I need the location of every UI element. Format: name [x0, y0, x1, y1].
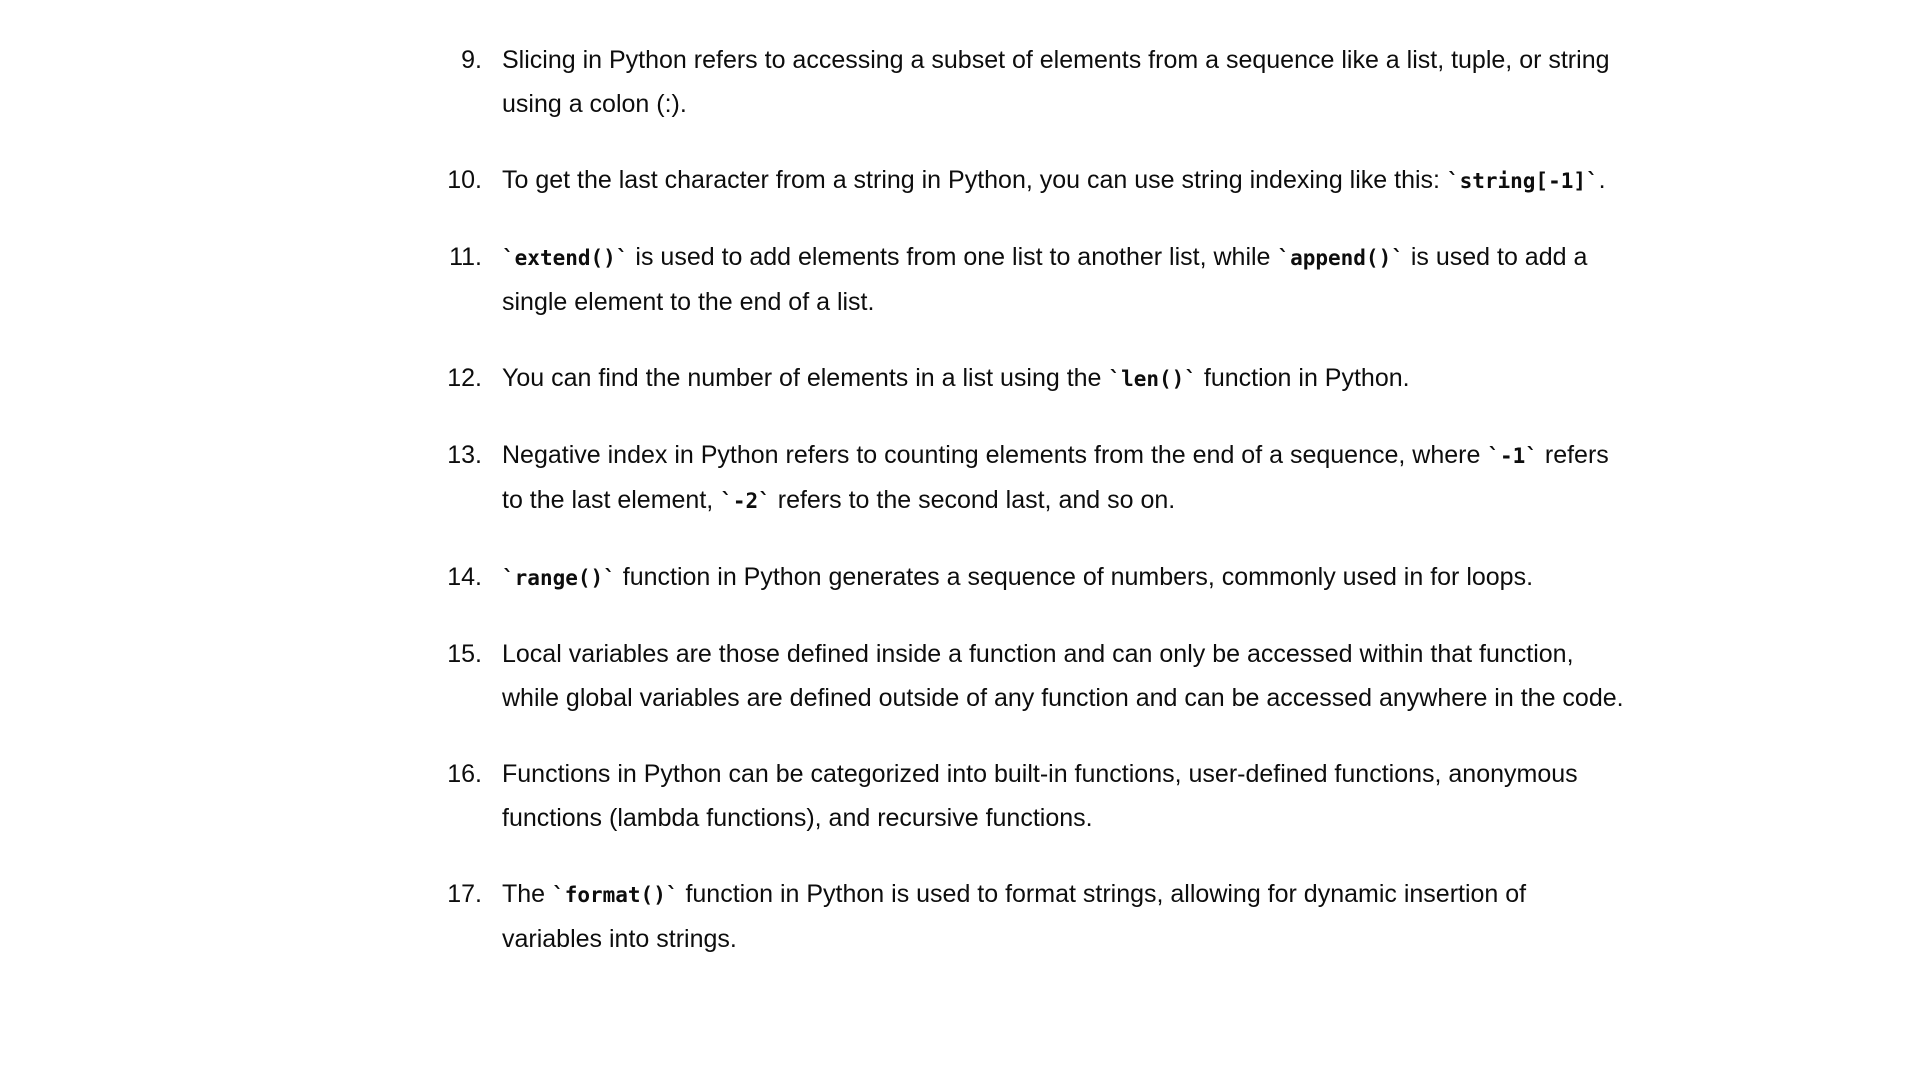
list-number: 14.: [447, 563, 482, 591]
list-text: Negative index in Python refers to count…: [502, 433, 1630, 523]
answer-list: 9. Slicing in Python refers to accessing…: [420, 38, 1630, 993]
inline-code: range(): [514, 566, 604, 590]
text-run: function in Python is used to format str…: [502, 880, 1527, 953]
text-run: To get the last character from a string …: [502, 166, 1447, 194]
code-backtick: `: [1277, 246, 1291, 270]
text-run: refers to the second last, and so on.: [770, 486, 1176, 514]
code-backtick: `: [1446, 169, 1460, 193]
list-item: 11. `extend()` is used to add elements f…: [420, 235, 1630, 324]
list-item: 17. The `format()` function in Python is…: [420, 872, 1630, 961]
list-text: `extend()` is used to add elements from …: [502, 235, 1630, 324]
code-backtick: `: [552, 883, 565, 907]
code-backtick: `: [502, 246, 515, 270]
text-run: refers to the last element,: [502, 441, 1609, 514]
text-run: Slicing in Python refers to accessing a …: [502, 46, 1610, 118]
list-number: 11.: [449, 243, 482, 271]
text-run: function in Python.: [1196, 364, 1410, 392]
list-number: 15.: [447, 640, 482, 668]
inline-code: len(): [1121, 367, 1185, 391]
text-run: is used to add a single element to the e…: [502, 243, 1588, 316]
list-text: To get the last character from a string …: [502, 158, 1630, 203]
text-run: .: [1598, 166, 1606, 194]
code-backtick: `: [1525, 444, 1538, 468]
code-backtick: `: [758, 489, 771, 513]
list-item: 14. `range()` function in Python generat…: [420, 555, 1630, 600]
code-backtick: `: [603, 566, 616, 590]
list-item: 9. Slicing in Python refers to accessing…: [420, 38, 1630, 126]
list-item: 12. You can find the number of elements …: [420, 356, 1630, 401]
code-backtick: `: [720, 489, 733, 513]
list-number: 17.: [447, 880, 482, 908]
list-item: 16. Functions in Python can be categoriz…: [420, 752, 1630, 840]
inline-code: -1: [1499, 444, 1526, 468]
inline-code: append(): [1290, 246, 1392, 270]
list-text: Functions in Python can be categorized i…: [502, 752, 1630, 840]
code-backtick: `: [1184, 367, 1197, 391]
list-text: You can find the number of elements in a…: [502, 356, 1630, 401]
list-number: 12.: [447, 364, 482, 392]
text-run: You can find the number of elements in a…: [502, 364, 1109, 392]
list-item: 15. Local variables are those defined in…: [420, 632, 1630, 720]
list-number: 13.: [447, 441, 482, 469]
inline-code: string[-1]: [1459, 169, 1587, 193]
text-run: Functions in Python can be categorized i…: [502, 760, 1578, 832]
text-run: Local variables are those defined inside…: [502, 640, 1624, 712]
code-backtick: `: [502, 566, 515, 590]
list-item: 10. To get the last character from a str…: [420, 158, 1630, 203]
list-text: Slicing in Python refers to accessing a …: [502, 38, 1630, 126]
inline-code: extend(): [514, 246, 616, 270]
code-backtick: `: [1108, 367, 1122, 391]
list-item: 13. Negative index in Python refers to c…: [420, 433, 1630, 523]
code-backtick: `: [1487, 444, 1500, 468]
text-run: The: [502, 880, 553, 908]
list-number: 16.: [447, 760, 482, 788]
text-run: function in Python generates a sequence …: [615, 563, 1534, 591]
inline-code: format(): [564, 883, 666, 907]
inline-code: -2: [732, 489, 759, 513]
code-backtick: `: [615, 246, 629, 270]
code-backtick: `: [1586, 169, 1599, 193]
text-run: Negative index in Python refers to count…: [502, 441, 1488, 469]
text-run: is used to add elements from one list to…: [628, 243, 1278, 271]
list-text: The `format()` function in Python is use…: [502, 872, 1630, 961]
code-backtick: `: [665, 883, 679, 907]
list-number: 10.: [447, 166, 482, 194]
code-backtick: `: [1391, 246, 1404, 270]
list-text: Local variables are those defined inside…: [502, 632, 1630, 720]
list-text: `range()` function in Python generates a…: [502, 555, 1630, 600]
list-number: 9.: [461, 46, 482, 74]
